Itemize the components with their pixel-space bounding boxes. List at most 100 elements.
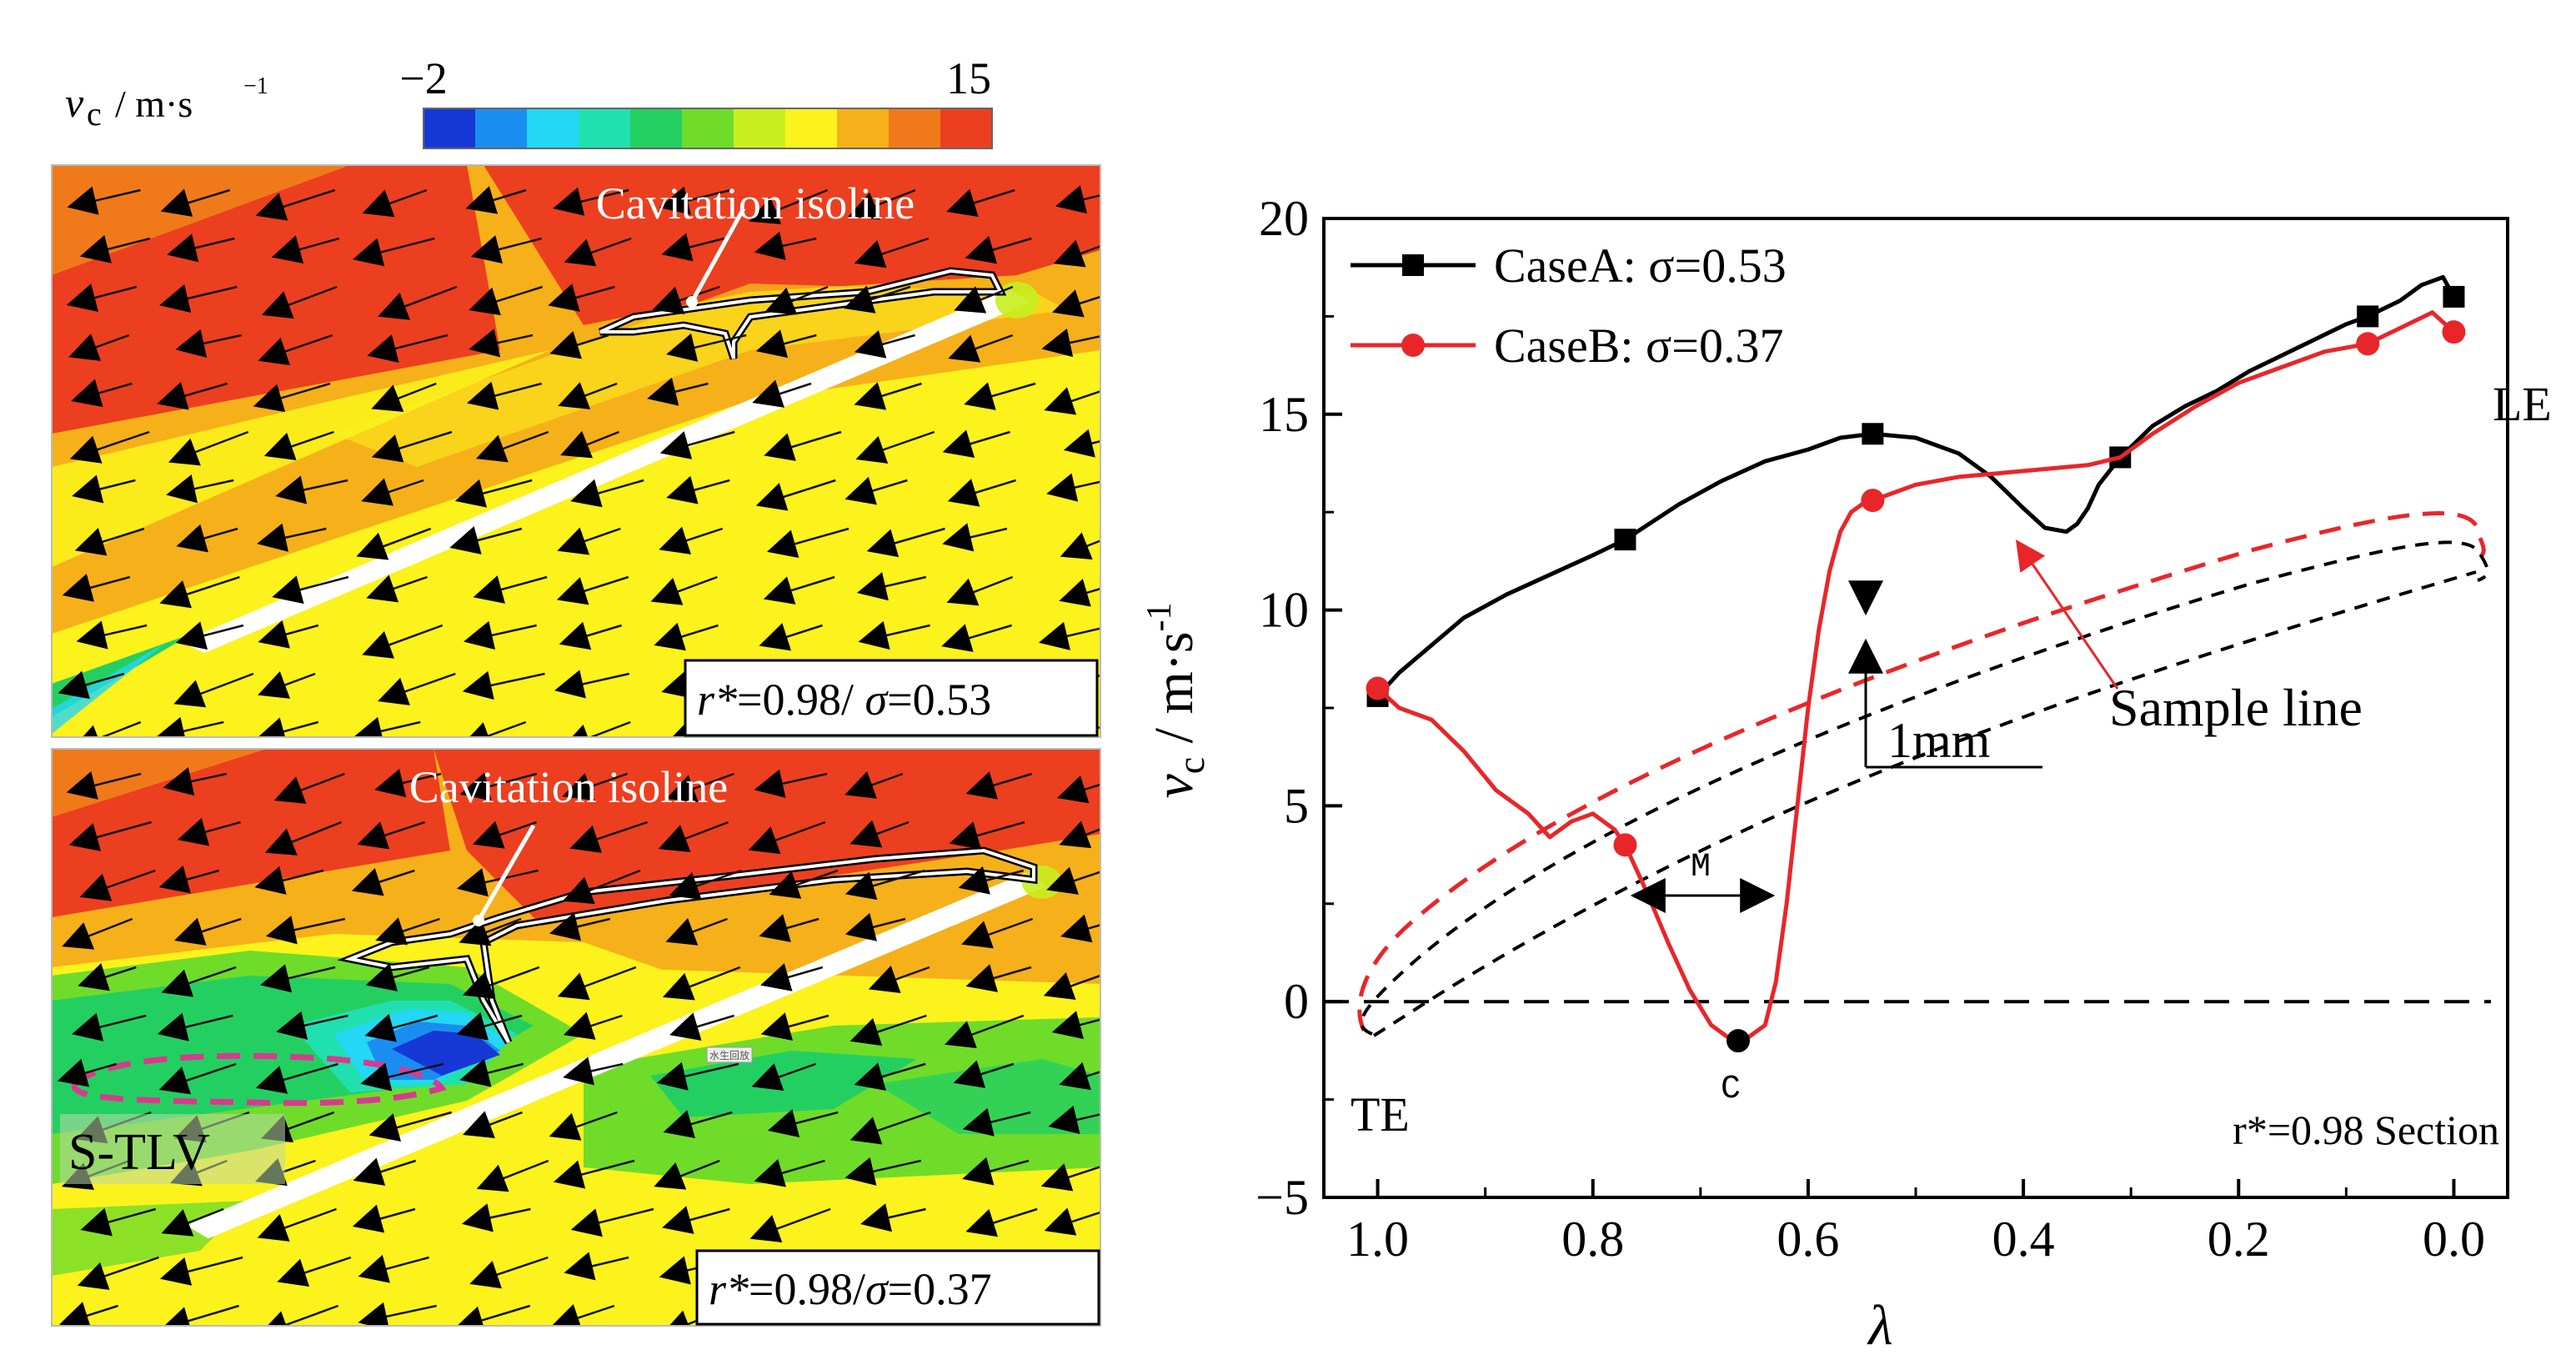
velocity-arrow: [157, 381, 228, 410]
velocity-arrow: [942, 523, 1008, 552]
velocity-arrow: [663, 1110, 733, 1138]
velocity-arrow: [155, 716, 224, 737]
velocity-arrow: [647, 377, 709, 406]
case-b-marker: [2356, 332, 2380, 356]
velocity-arrow: [948, 334, 1014, 363]
velocity-arrow: [662, 966, 741, 1001]
colorbar-symbol: v: [65, 79, 84, 126]
velocity-arrow: [76, 620, 148, 650]
case-a-marker: [1614, 529, 1636, 551]
velocity-arrow: [362, 188, 428, 218]
velocity-arrow: [654, 622, 719, 651]
colorbar-swatch: [423, 108, 476, 148]
velocity-arrow: [965, 235, 1032, 264]
case-b-marker: [2442, 320, 2466, 344]
velocity-arrow: [160, 1304, 239, 1326]
panel-bottom-sigma: σ: [865, 1264, 890, 1314]
legend-marker: [1401, 334, 1425, 357]
velocity-arrow: [375, 917, 440, 946]
velocity-arrow: [255, 188, 336, 221]
x-tick-label: 0.2: [2208, 1212, 2270, 1267]
legend-marker: [1402, 254, 1424, 276]
panel-bottom-sigma-value: =0.37: [888, 1264, 992, 1314]
velocity-arrow: [175, 621, 244, 650]
velocity-arrow: [659, 186, 731, 215]
velocity-arrow: [652, 285, 720, 314]
velocity-arrow: [965, 771, 1033, 800]
velocity-arrow: [658, 821, 729, 852]
velocity-arrow: [465, 186, 527, 214]
velocity-arrow: [1059, 579, 1100, 607]
velocity-arrow: [371, 430, 453, 463]
velocity-arrow: [374, 769, 442, 798]
velocity-arrow: [361, 478, 424, 506]
velocity-arrow: [255, 1062, 338, 1094]
velocity-arrow: [159, 1256, 243, 1286]
velocity-arrow: [769, 869, 839, 899]
velocity-arrow: [962, 1157, 1030, 1186]
velocity-arrow: [177, 817, 241, 846]
velocity-arrow: [79, 234, 151, 263]
velocity-arrow: [257, 523, 327, 552]
velocity-arrow: [175, 329, 243, 358]
velocity-arrow: [1059, 821, 1100, 849]
sample-line-curves: [1357, 511, 2489, 1037]
velocity-arrow: [1046, 473, 1100, 502]
velocity-arrow: [473, 575, 548, 604]
velocity-arrow: [953, 1060, 1015, 1088]
y-tick-label: 15: [1259, 387, 1309, 442]
velocity-arrow: [656, 1061, 739, 1091]
velocity-arrow: [66, 770, 142, 800]
velocity-arrow: [353, 1157, 417, 1186]
velocity-arrow: [942, 429, 1010, 458]
colorbar-swatch: [527, 108, 579, 148]
colorbar-swatch: [682, 108, 734, 148]
velocity-arrow: [965, 1207, 1038, 1237]
velocity-arrow: [173, 917, 242, 946]
isoline-pointer-bottom: [476, 824, 536, 922]
y-tick-label: 0: [1284, 974, 1309, 1029]
velocity-arrow: [666, 475, 730, 504]
isoline-pointer-top: [689, 207, 746, 304]
velocity-arrow: [260, 964, 336, 993]
gap-label: 1mm: [1887, 713, 1990, 768]
velocity-arrow: [849, 1014, 927, 1046]
velocity-arrow: [569, 821, 648, 853]
svg-text:vc / m·s-1: vc / m·s-1: [1140, 602, 1212, 798]
velocity-arrow: [1060, 532, 1100, 560]
x-tick-label: 0.6: [1777, 1212, 1839, 1267]
velocity-arrow: [161, 1207, 224, 1237]
velocity-arrow: [78, 963, 137, 991]
velocity-arrow: [69, 430, 150, 464]
velocity-arrow: [459, 772, 538, 801]
velocity-arrow: [550, 1303, 615, 1326]
velocity-arrow: [71, 379, 133, 408]
panel-top-r: r*: [697, 675, 737, 725]
velocity-arrow: [72, 474, 136, 504]
velocity-arrow: [469, 329, 534, 358]
velocity-arrow: [74, 527, 145, 556]
c-label: C: [1721, 1071, 1741, 1108]
velocity-arrow: [59, 1302, 118, 1326]
velocity-arrow: [357, 821, 425, 850]
velocity-arrow: [258, 1304, 339, 1326]
velocity-arrow: [1044, 387, 1100, 415]
x-tick-label: 1.0: [1346, 1212, 1409, 1267]
x-tick-label: 0.8: [1561, 1212, 1624, 1267]
velocity-arrow: [456, 868, 539, 897]
panel-top-sigma-value: =0.53: [887, 675, 991, 725]
velocity-arrow: [378, 672, 456, 705]
velocity-arrow: [272, 575, 349, 605]
le-label: LE: [2493, 377, 2552, 431]
velocity-arrow: [71, 720, 142, 737]
velocity-arrow: [767, 1109, 839, 1138]
velocity-arrow: [365, 963, 430, 991]
velocity-arrow: [665, 917, 728, 946]
velocity-arrow: [360, 1062, 444, 1091]
y-axis-symbol: v: [1144, 774, 1205, 799]
colorbar-swatches: [423, 108, 993, 149]
velocity-arrow: [1053, 239, 1100, 268]
velocity-arrow: [80, 1207, 157, 1237]
velocity-arrow: [557, 527, 621, 555]
velocity-arrow: [561, 720, 631, 737]
